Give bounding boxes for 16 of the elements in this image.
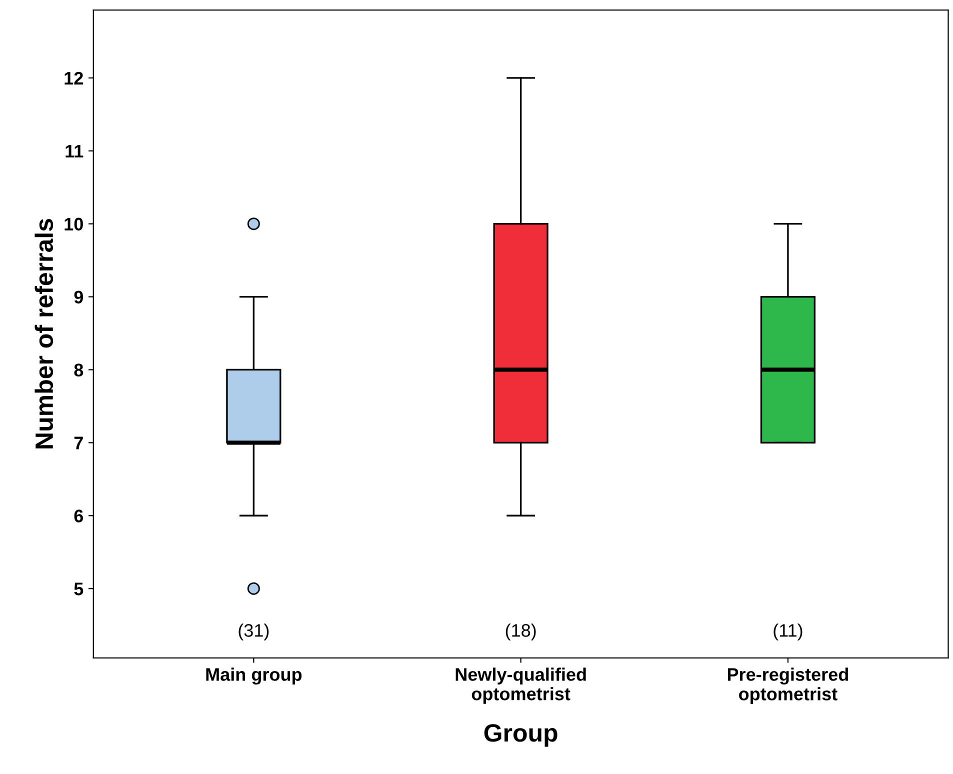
y-tick-label: 6 bbox=[74, 510, 84, 522]
x-axis-title: Group bbox=[484, 724, 558, 747]
x-tick-label: Main group bbox=[206, 668, 302, 685]
x-tick-label: Newly-qualified optometrist bbox=[456, 668, 586, 704]
annotation: (18) bbox=[506, 624, 536, 640]
y-tick-label: 10 bbox=[64, 218, 83, 231]
x-tick-label: Pre-registered optometrist bbox=[728, 668, 848, 704]
y-tick-label: 9 bbox=[74, 290, 84, 304]
annotation: (31) bbox=[238, 624, 269, 640]
y-tick-label: 12 bbox=[64, 72, 83, 84]
y-tick-label: 7 bbox=[74, 436, 83, 450]
y-tick-label: 5 bbox=[74, 582, 84, 596]
y-tick-label: 11 bbox=[66, 144, 84, 158]
annotation: (11) bbox=[774, 624, 802, 640]
y-axis-title: Number of referrals bbox=[34, 218, 54, 448]
y-tick-label: 8 bbox=[74, 364, 84, 376]
